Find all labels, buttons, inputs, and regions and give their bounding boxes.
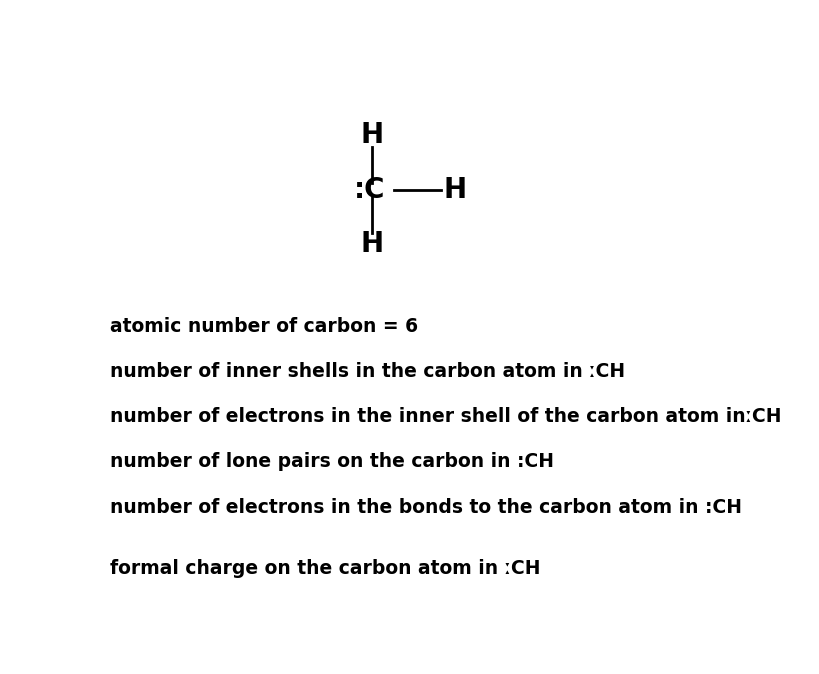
Text: number of electrons in the bonds to the carbon atom in :CH: number of electrons in the bonds to the …: [110, 497, 741, 516]
Text: atomic number of carbon = 6: atomic number of carbon = 6: [110, 317, 418, 336]
Text: :C: :C: [353, 176, 385, 204]
Text: H: H: [360, 231, 383, 258]
Text: H: H: [443, 176, 466, 204]
Text: H: H: [360, 121, 383, 150]
Text: formal charge on the carbon atom in ːCH: formal charge on the carbon atom in ːCH: [110, 559, 540, 578]
Text: number of electrons in the inner shell of the carbon atom inːCH: number of electrons in the inner shell o…: [110, 407, 781, 427]
Text: number of lone pairs on the carbon in :CH: number of lone pairs on the carbon in :C…: [110, 452, 554, 472]
Text: number of inner shells in the carbon atom in ːCH: number of inner shells in the carbon ato…: [110, 362, 625, 381]
